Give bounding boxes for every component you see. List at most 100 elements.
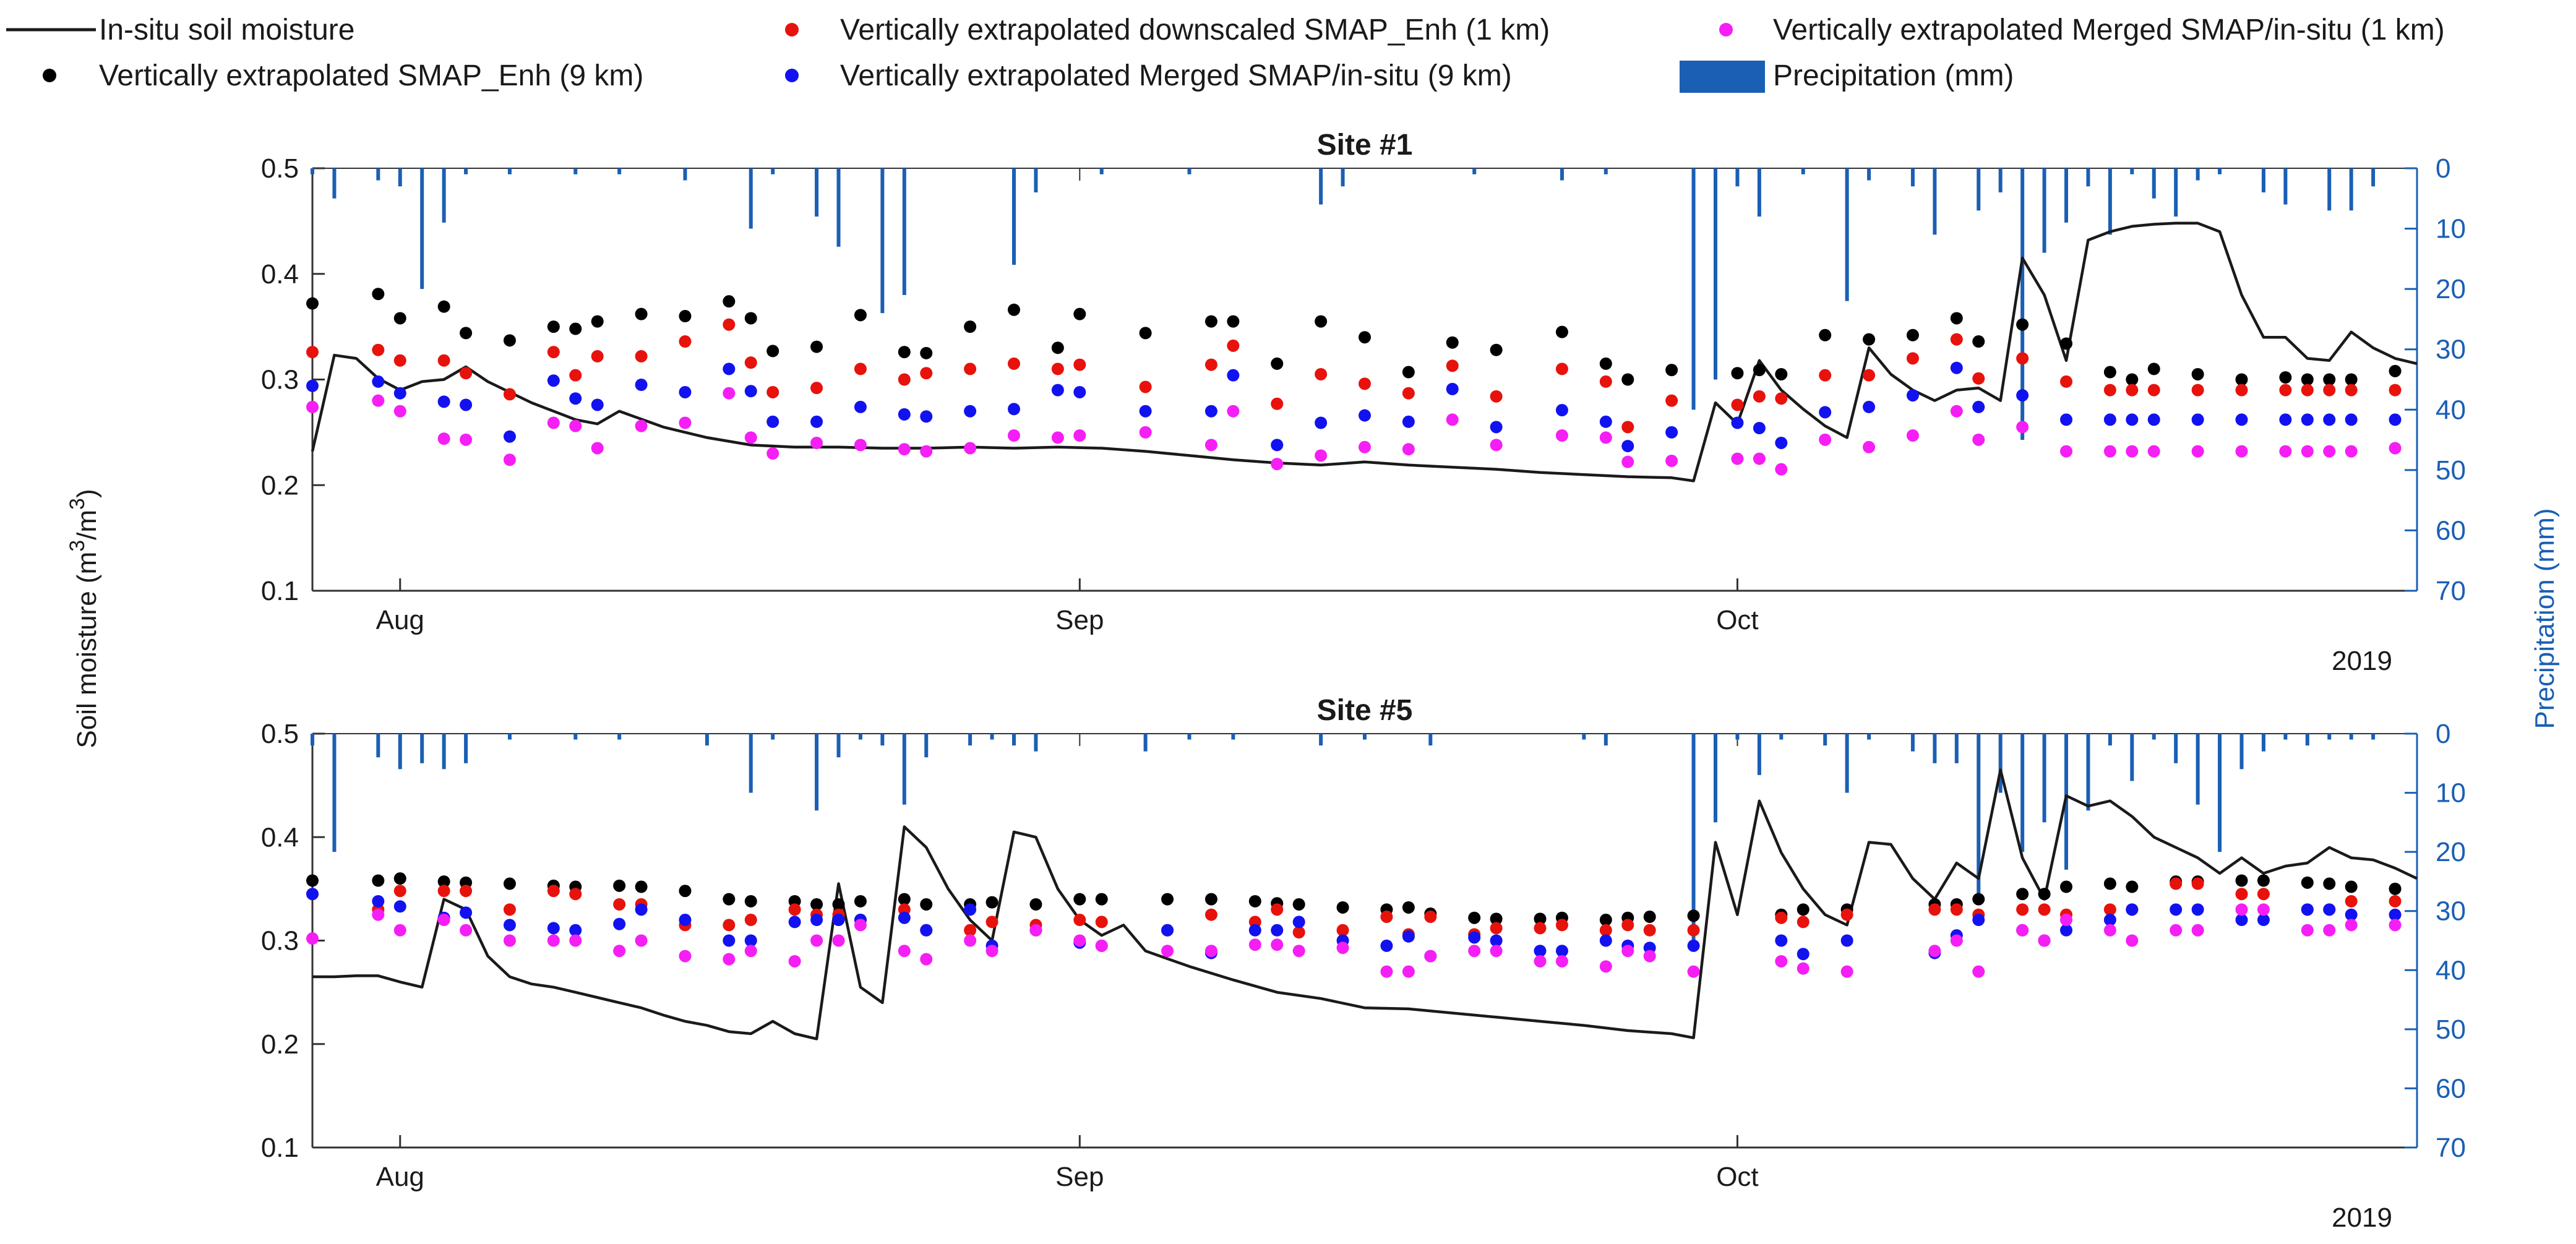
point-merged-9km [2345, 413, 2358, 426]
precip-bar [2261, 168, 2265, 193]
point-merged-9km [2257, 914, 2270, 927]
point-smap-9km [1008, 303, 1020, 316]
point-merged-1km [1073, 934, 1086, 947]
right-tick-label: 70 [2436, 1133, 2466, 1163]
point-merged-9km [635, 379, 648, 392]
point-merged-1km [460, 433, 473, 446]
point-merged-1km [1621, 455, 1634, 468]
point-downscaled-1km [679, 335, 692, 348]
point-merged-9km [2191, 413, 2204, 426]
point-merged-9km [1753, 422, 1766, 435]
panel-title: Site #5 [1317, 694, 1413, 727]
point-merged-9km [1446, 382, 1459, 395]
point-merged-1km [1687, 965, 1700, 978]
point-downscaled-1km [613, 898, 626, 911]
x-tick-label: Aug [376, 605, 424, 635]
point-smap-9km [1906, 328, 1919, 341]
point-downscaled-1km [1840, 908, 1853, 921]
point-merged-1km [788, 954, 801, 967]
point-smap-9km [744, 894, 757, 907]
point-merged-9km [437, 395, 450, 408]
point-merged-1km [2389, 919, 2402, 932]
precip-bar [2283, 168, 2288, 205]
point-merged-1km [1950, 405, 1963, 418]
precip-bar [2174, 734, 2178, 763]
right-tick-label: 20 [2436, 274, 2466, 304]
point-smap-9km [2147, 362, 2160, 375]
point-merged-9km [1161, 924, 1174, 937]
precip-bar [1604, 168, 1608, 174]
point-smap-9km [1204, 893, 1217, 906]
point-merged-9km [964, 405, 977, 418]
precip-bar [1034, 168, 1038, 193]
point-merged-1km [1446, 413, 1459, 426]
point-downscaled-1km [1534, 922, 1547, 935]
year-label: 2019 [2332, 1203, 2392, 1233]
point-downscaled-1km [898, 373, 911, 386]
point-smap-9km [2103, 366, 2116, 379]
point-merged-9km [1271, 924, 1284, 937]
point-merged-9km [1271, 439, 1284, 452]
left-axis-label-superscript: 3 [66, 540, 89, 552]
point-merged-1km [2038, 934, 2051, 947]
right-tick-label: 30 [2436, 896, 2466, 927]
point-downscaled-1km [2170, 877, 2183, 890]
point-merged-9km [788, 916, 801, 929]
point-merged-9km [569, 924, 582, 937]
point-downscaled-1km [2103, 903, 2116, 916]
point-merged-1km [1336, 942, 1349, 954]
point-downscaled-1km [1599, 924, 1612, 937]
point-downscaled-1km [1139, 380, 1152, 393]
right-tick-label: 50 [2436, 1015, 2466, 1045]
precip-bar [2196, 734, 2200, 805]
precip-bar [683, 168, 687, 181]
precip-bar [1099, 168, 1104, 174]
point-merged-9km [2147, 413, 2160, 426]
precip-bar [1845, 168, 1849, 301]
precip-bar [1779, 734, 1784, 740]
point-downscaled-1km [1315, 367, 1328, 380]
point-smap-9km [306, 297, 319, 310]
point-downscaled-1km [547, 885, 560, 898]
point-downscaled-1km [437, 885, 450, 898]
left-axis-label-part: Soil moisture (m [72, 552, 102, 749]
point-smap-9km [985, 896, 998, 909]
legend-label: In-situ soil moisture [99, 14, 354, 46]
point-merged-1km [1972, 965, 1985, 978]
point-downscaled-1km [1797, 916, 1810, 929]
left-tick-label: 0.3 [261, 926, 299, 956]
point-merged-9km [2126, 903, 2139, 916]
legend-item-merged-1km: Vertically extrapolated Merged SMAP/in-s… [1719, 14, 2445, 46]
point-merged-1km [1819, 433, 1832, 446]
precip-bar [880, 734, 885, 746]
precip-bar [2086, 734, 2090, 811]
point-smap-9km [2016, 318, 2029, 331]
precip-bar [1604, 734, 1608, 746]
point-merged-9km [1402, 930, 1415, 943]
precip-bar [1845, 734, 1849, 793]
point-smap-9km [613, 879, 626, 892]
point-smap-9km [964, 320, 977, 333]
point-smap-9km [2389, 882, 2402, 895]
precip-bar [1977, 168, 1981, 211]
point-downscaled-1km [1380, 911, 1393, 924]
point-merged-1km [1863, 440, 1876, 453]
point-merged-1km [1292, 945, 1305, 958]
point-merged-9km [1775, 436, 1788, 449]
point-merged-9km [2389, 908, 2402, 921]
point-merged-1km [569, 934, 582, 947]
point-smap-9km [1972, 335, 1985, 348]
point-merged-9km [372, 894, 385, 907]
x-tick-label: Oct [1716, 605, 1758, 635]
point-merged-1km [1008, 429, 1020, 442]
precip-bar [398, 168, 402, 187]
point-merged-9km [1555, 945, 1568, 958]
point-smap-9km [898, 893, 911, 906]
point-smap-9km [1753, 364, 1766, 377]
precip-bar [968, 734, 972, 746]
point-merged-9km [2103, 914, 2116, 927]
point-merged-1km [1073, 429, 1086, 442]
point-smap-9km [2323, 373, 2336, 386]
point-downscaled-1km [1950, 333, 1963, 346]
point-merged-9km [1863, 400, 1876, 413]
